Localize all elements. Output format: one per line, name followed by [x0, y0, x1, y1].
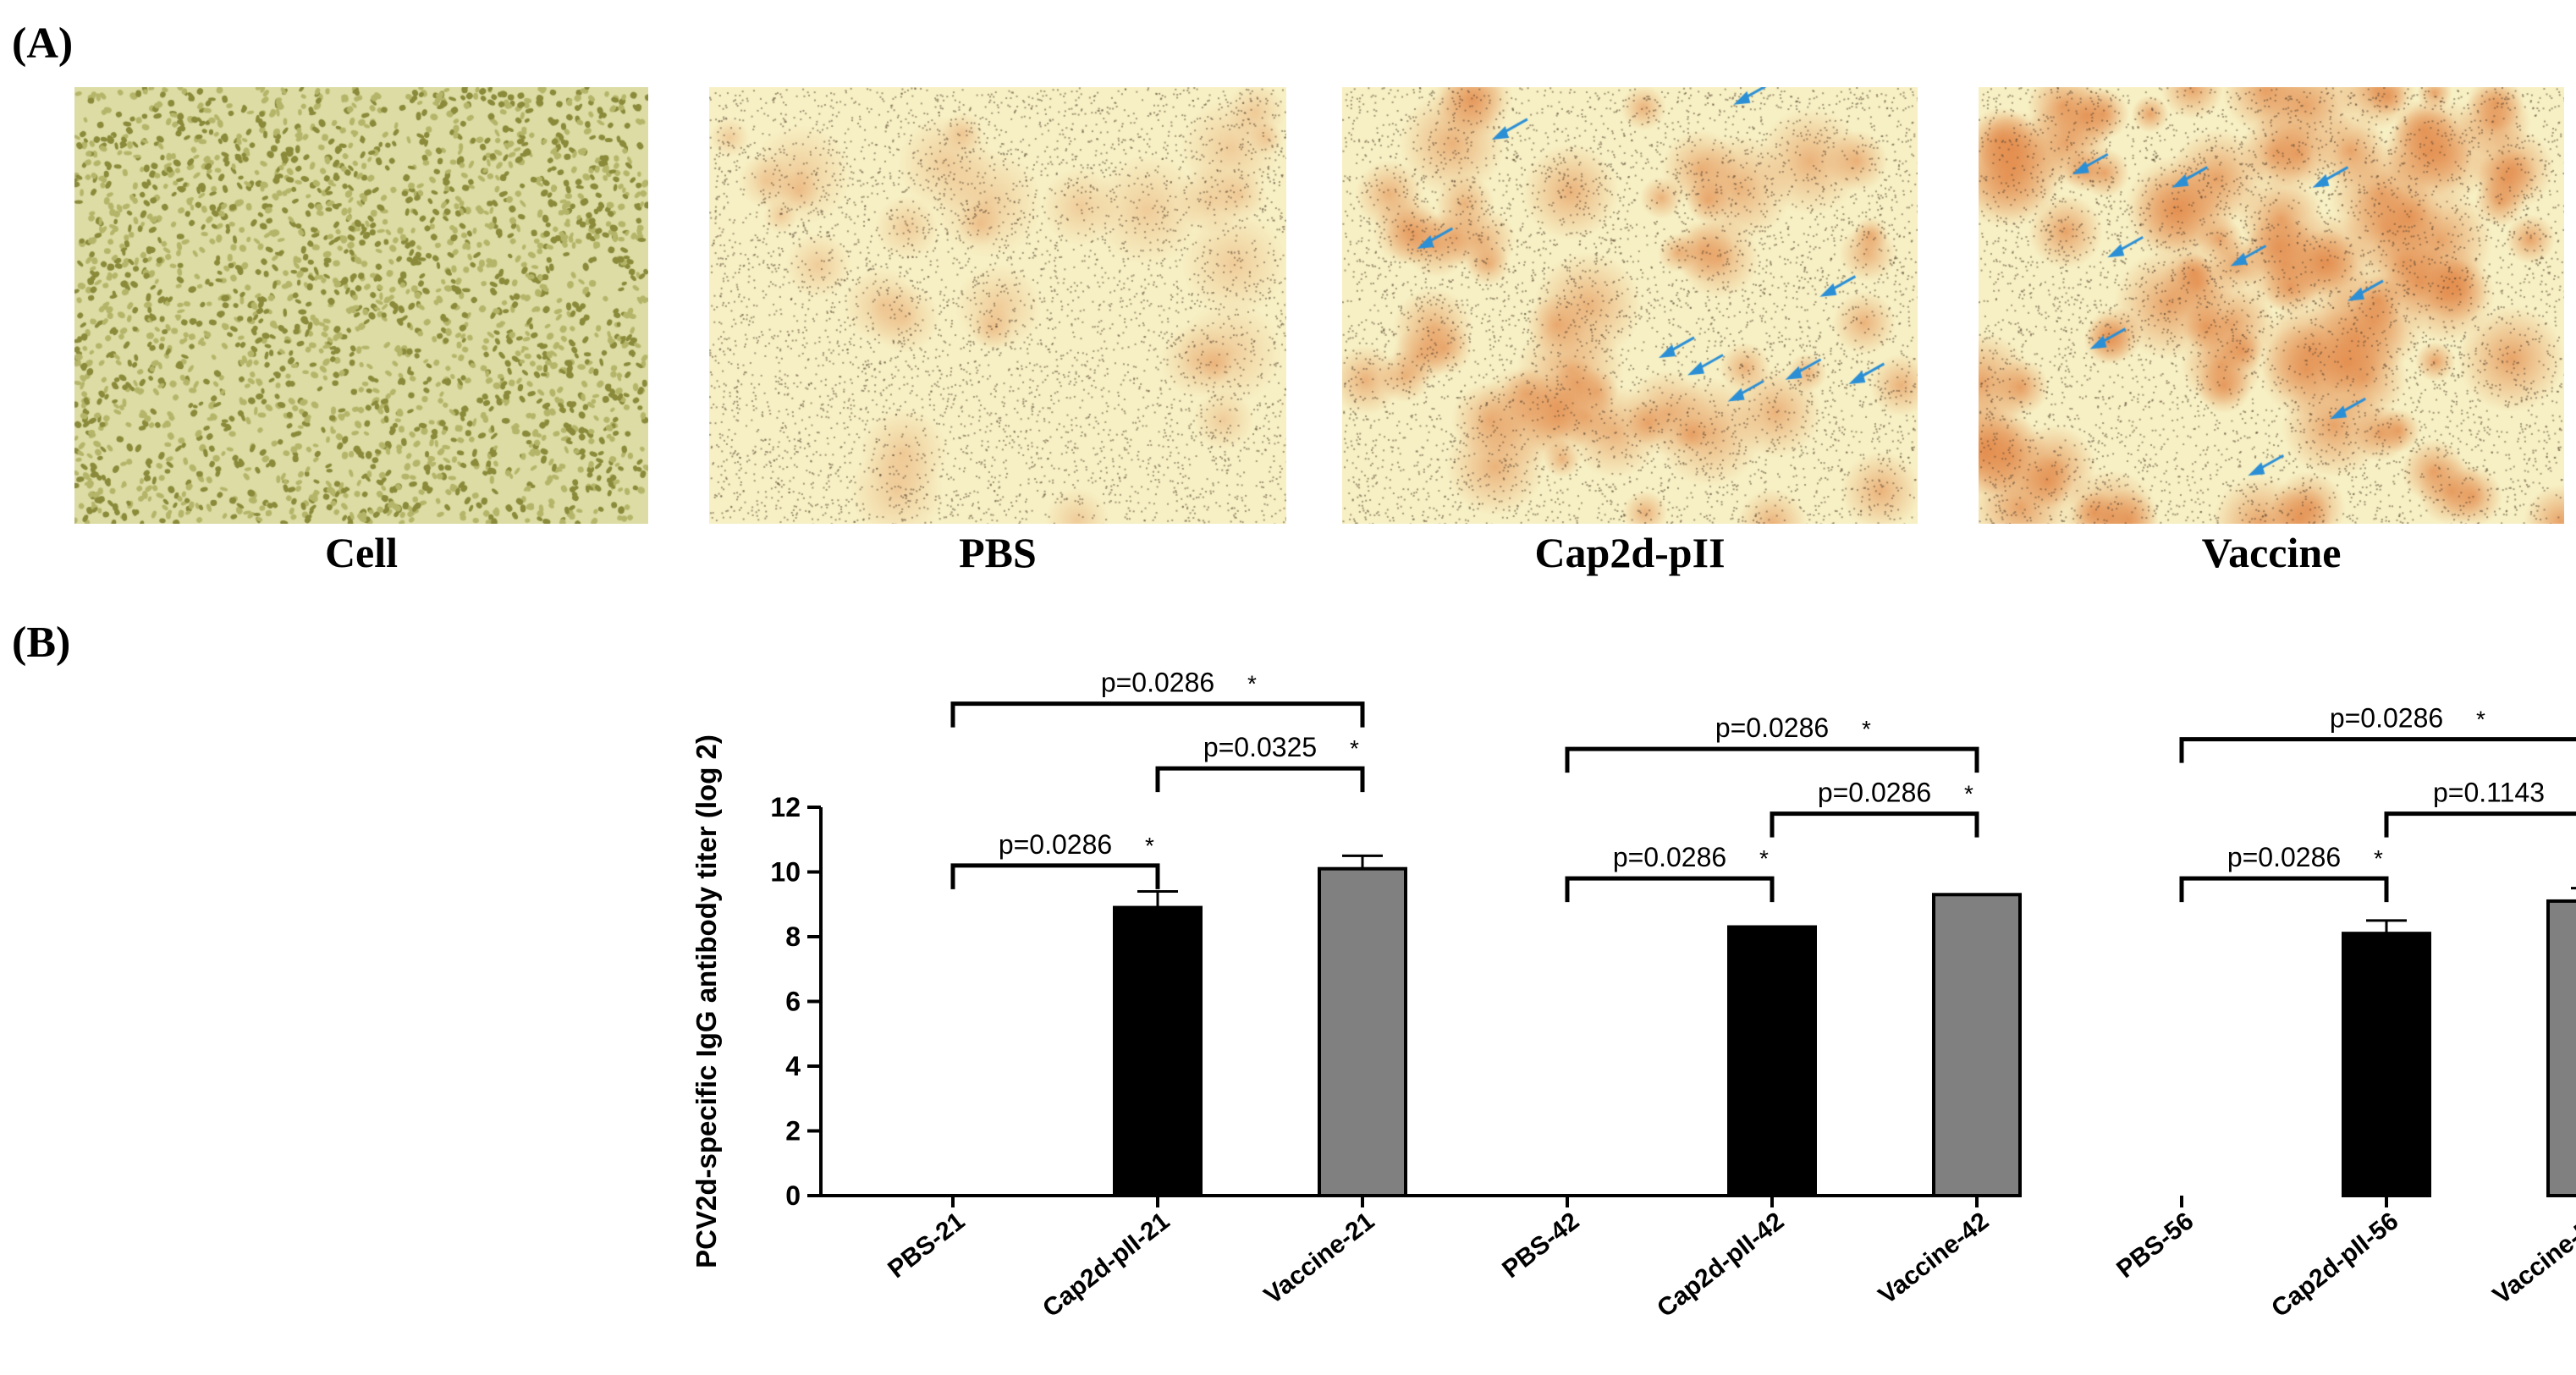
significance-bracket [2179, 737, 2576, 763]
p-value-label: p=0.0286 [1101, 668, 1214, 698]
p-value-label: p=0.0286 [2227, 842, 2341, 872]
significance-bracket [950, 863, 1160, 889]
significance-bracket [2179, 876, 2389, 903]
micrograph-pbs [709, 87, 1286, 524]
p-value-label: p=0.1143 [2433, 778, 2545, 808]
y-tick-label: 8 [785, 921, 801, 952]
bar-cap2d-pii-42 [1727, 925, 1817, 1198]
significance-bracket [1155, 766, 1365, 793]
x-tick-label: PBS-21 [883, 1207, 970, 1284]
p-value-label: p=0.0286 [1613, 842, 1726, 872]
y-tick-label: 0 [785, 1180, 801, 1211]
panel-a-label: (A) [12, 19, 74, 68]
micrograph-caption-cell: Cell [324, 529, 399, 576]
panel-b-label: (B) [12, 619, 71, 667]
significance-bracket [2384, 811, 2576, 838]
p-value-label: p=0.0286 [999, 829, 1112, 860]
micrograph-pbs-image [709, 87, 1286, 524]
micrograph-caption-vaccine: Vaccine [2201, 529, 2342, 576]
micrograph-caption-cap2d-pii: Cap2d-pII [1534, 529, 1726, 576]
significance-bracket [1565, 876, 1775, 903]
p-value-label: p=0.0286 [1715, 712, 1829, 743]
bar-cap2d-pii-56 [2342, 932, 2431, 1198]
micrograph-cap2d-pii-image [1342, 87, 1918, 524]
y-tick-label: 12 [770, 792, 801, 822]
x-tick-label: PBS-42 [1497, 1207, 1584, 1284]
significance-mark: * [2476, 707, 2485, 733]
p-value-label: p=0.0286 [1818, 778, 1931, 808]
p-value-label: p=0.0325 [1203, 732, 1317, 762]
x-tick-label: Cap2d-pII-42 [1652, 1207, 1789, 1323]
micrograph-cap2d-pii [1342, 87, 1918, 524]
x-tick-label: Cap2d-pII-21 [1038, 1207, 1175, 1323]
significance-mark: * [2374, 845, 2383, 872]
bar-vaccine-56 [2546, 899, 2576, 1198]
x-tick-label: Vaccine-21 [1259, 1207, 1380, 1311]
significance-bracket [950, 701, 1365, 728]
x-tick-label: Vaccine-42 [1874, 1207, 1995, 1311]
significance-bracket [1565, 746, 1979, 773]
bar-vaccine-21 [1318, 866, 1407, 1198]
y-tick-label: 4 [785, 1051, 801, 1081]
y-tick-label: 2 [785, 1116, 801, 1147]
p-value-label: p=0.0286 [2330, 703, 2443, 734]
x-tick-label: Vaccine-56 [2488, 1207, 2576, 1311]
significance-mark: * [1247, 671, 1257, 697]
y-tick-label: 6 [785, 987, 801, 1017]
significance-bracket [1770, 811, 1979, 838]
significance-mark: * [1145, 833, 1154, 859]
x-tick-label: PBS-56 [2111, 1207, 2199, 1284]
y-tick-label: 10 [770, 857, 801, 888]
micrograph-cell [74, 87, 648, 524]
y-axis-title: PCV2d-specific IgG antibody titer (log 2… [691, 734, 722, 1268]
x-tick-label: Cap2d-pII-56 [2266, 1207, 2403, 1323]
significance-mark: * [1964, 781, 1973, 807]
micrograph-cell-image [74, 87, 648, 524]
significance-mark: * [1862, 716, 1871, 742]
micrograph-vaccine [1979, 87, 2564, 524]
bar-vaccine-42 [1932, 893, 2022, 1198]
bar-cap2d-pii-21 [1113, 905, 1203, 1197]
micrograph-vaccine-image [1979, 87, 2564, 524]
significance-mark: * [1350, 735, 1359, 762]
significance-mark: * [1759, 845, 1769, 872]
micrograph-caption-pbs: PBS [959, 529, 1037, 576]
